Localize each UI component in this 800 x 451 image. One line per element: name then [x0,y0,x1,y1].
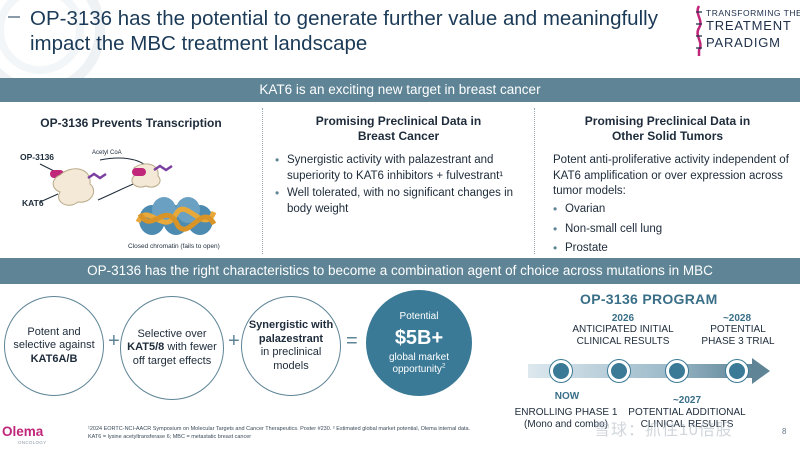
timeline-node-now [550,360,572,382]
page-number: 8 [782,427,787,436]
block-arrow [97,181,139,201]
column-title-line2: Breast Cancer [357,129,440,143]
list-item: Well tolerated, with no significant chan… [275,186,530,217]
circle-text-b: KAT6A/B [30,352,78,365]
drug-molecule-icon-2 [132,168,146,176]
timeline-node-2028 [726,360,748,382]
olema-logo-subtitle: ONCOLOGY [18,440,47,445]
milestone-line: POTENTIAL ADDITIONAL [628,407,746,418]
column-title: OP-3136 Prevents Transcription [40,116,222,130]
milestone-line: CLINICAL RESULTS [640,419,734,430]
milestone-line: (Mono and combo) [524,419,608,430]
footnotes: ¹2024 EORTC-NCI-AACR Symposium on Molecu… [88,425,508,441]
timeline-bar [528,364,752,378]
equals-sign: = [346,330,358,352]
plus-sign: + [108,330,120,352]
milestone-year-now: NOW [554,391,580,402]
section-banner-top: KAT6 is an exciting new target in breast… [0,78,800,102]
mechanism-diagram: OP-3136 KAT6 Acetyl CoA Closed chromatin… [20,150,220,250]
chromatin-icon [135,197,217,235]
slide-title: OP-3136 has the potential to generate fu… [30,7,658,55]
circle-text: Selective over KAT5/8 with fewer off tar… [121,328,223,369]
column-breast-cancer: Promising Preclinical Data in Breast Can… [262,108,534,254]
column-title-line1: Promising Preclinical Data in [315,114,482,128]
olema-logo: Olema [2,424,44,439]
milestone-text-2026: ANTICIPATED INITIAL CLINICAL RESULTS [568,324,678,348]
characteristic-circle-selectivity: Selective over KAT5/8 with fewer off tar… [120,296,224,400]
circle-text-a: Potent and selective against [13,325,95,352]
title-dash [8,16,20,18]
characteristic-circle-synergy: Synergistic with palazestrant in preclin… [241,296,341,396]
characteristic-circle-potency: Potent and selective against KAT6A/B [4,296,104,396]
circle-text: Potent and selective against KAT6A/B [5,326,103,367]
brand-tagline: TRANSFORMING THE TREATMENT PARADIGM [688,2,800,64]
timeline-arrowhead [752,358,770,384]
milestone-line: PHASE 3 TRIAL [701,336,775,347]
acetyl-coa-icon-2 [153,164,173,172]
circle-text-a: Synergistic with palazestrant [248,319,334,345]
watermark: 雪球：抓住10倍股 [594,422,733,439]
milestone-text-2028: POTENTIAL PHASE 3 TRIAL [700,324,776,348]
milestone-line: ANTICIPATED INITIAL [572,324,674,335]
potential-value: $5B+ [394,326,444,349]
milestone-year-2026: 2026 [611,313,635,324]
circle-text-c: with fewer off target effects [132,341,217,367]
circle-text: Synergistic with palazestrant in preclin… [242,319,340,373]
list-item: Ovarian [553,202,783,218]
milestone-line: ENROLLING PHASE 1 [514,407,618,418]
circle-text-a: Selective over [137,327,207,340]
spine-icon [696,5,702,56]
diagram-label-chromatin: Closed chromatin (fails to open) [128,243,220,250]
column-title: Promising Preclinical Data in Other Soli… [535,114,800,144]
diagram-label-kat6: KAT6 [22,198,44,208]
potential-sub-text: global market opportunity [388,351,450,375]
milestone-text-now: ENROLLING PHASE 1 (Mono and combo) [512,407,620,431]
brand-line-3: PARADIGM [706,35,781,50]
diagram-label-drug: OP-3136 [20,152,54,162]
slide-header: OP-3136 has the potential to generate fu… [0,0,800,95]
potential-label: Potential [399,311,439,323]
diagram-label-acetyl: Acetyl CoA [92,150,122,156]
list-item: Non-small cell lung [553,222,783,238]
bullet-list: Synergistic activity with palazestrant a… [275,153,530,219]
list-item: Synergistic activity with palazestrant a… [275,153,530,184]
brand-line-2: TREATMENT [706,18,792,33]
milestone-text-2027: POTENTIAL ADDITIONAL CLINICAL RESULTS [622,407,752,431]
program-title: OP-3136 PROGRAM [580,291,718,307]
section-banner-middle: OP-3136 has the right characteristics to… [0,258,800,284]
footnote-line: ¹2024 EORTC-NCI-AACR Symposium on Molecu… [88,426,471,432]
milestone-line: POTENTIAL [710,324,766,335]
column-solid-tumors: Promising Preclinical Data in Other Soli… [534,108,800,256]
timeline-node-2026 [608,360,630,382]
kat6-protein-icon [52,168,94,206]
milestone-year-2028: ~2028 [722,313,752,324]
kat6-arrow [39,193,59,203]
footnote-line: KAT6 = lysine acetyltransferase 6; MBC =… [88,434,252,440]
potential-footnote-mark: 2 [441,362,446,370]
list-item: Prostate [553,241,783,257]
plus-sign: + [228,330,240,352]
column-mechanism: OP-3136 Prevents Transcription OP-3136 K… [0,108,262,254]
milestone-year-2027: ~2027 [672,395,702,406]
acetyl-coa-icon [87,172,107,180]
milestone-line: CLINICAL RESULTS [576,336,670,347]
circle-text-b: in preclinical models [260,346,322,372]
column-title-line2: Other Solid Tumors [611,129,724,143]
column-title: Promising Preclinical Data in Breast Can… [263,114,534,144]
potential-subtext: global market opportunity2 [366,352,472,376]
timeline-node-2027 [666,360,688,382]
circle-text-b: KAT5/8 [127,341,165,354]
brand-line-1: TRANSFORMING THE [706,8,800,18]
bullet-list: Ovarian Non-small cell lung Prostate [553,202,783,261]
column-intro-text: Potent anti-proliferative activity indep… [553,154,789,197]
column-title-line1: Promising Preclinical Data in [584,114,751,128]
market-potential-circle: Potential $5B+ global market opportunity… [366,290,472,396]
